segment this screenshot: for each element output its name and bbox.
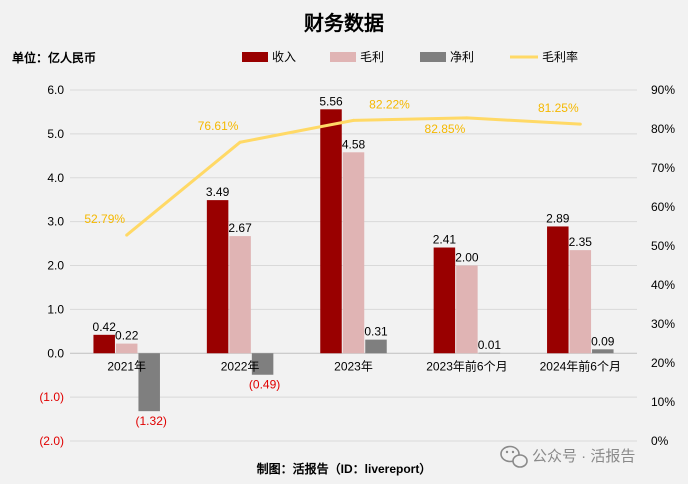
line-label-1: 76.61% (198, 119, 239, 133)
data-label-收入-0: 0.42 (93, 320, 117, 334)
data-label-收入-2: 5.56 (319, 94, 343, 108)
legend-item-毛利率: 毛利率 (510, 49, 578, 64)
right-tick-label: 50% (651, 239, 675, 253)
data-label-净利-2: 0.31 (364, 325, 388, 339)
left-tick-label: 1.0 (47, 302, 64, 316)
legend: 收入 毛利 净利 毛利率 (242, 49, 578, 64)
bar-净利-1 (251, 353, 274, 375)
line-point-2 (352, 118, 355, 122)
bar-毛利-2 (342, 152, 365, 354)
bar-收入-4 (547, 226, 569, 354)
watermark: 公众号 · 活报告 (500, 445, 635, 468)
margin-line (125, 116, 582, 237)
category-label: 2022年 (221, 359, 260, 373)
right-axis: 90% 80% 70% 60% 50% 40% 30% 20% 10% 0% (651, 83, 675, 448)
right-tick-label: 20% (651, 356, 675, 370)
line-label-3: 82.85% (425, 122, 466, 136)
line-point-3 (465, 116, 469, 120)
category-label: 2021年 (107, 359, 146, 373)
bar-毛利-3 (456, 265, 478, 354)
legend-label: 净利 (450, 50, 474, 64)
line-point-4 (578, 122, 582, 126)
chart-title: 财务数据 (304, 11, 384, 35)
category-label: 2023年前6个月 (426, 358, 507, 373)
legend-swatch (330, 52, 356, 62)
data-label-毛利-3: 2.00 (455, 251, 479, 265)
line-label-4: 81.25% (538, 101, 579, 115)
watermark-text: 公众号 · 活报告 (532, 448, 635, 465)
data-labels: 0.42 3.49 5.56 2.41 2.89 0.22 2.67 4.58 2.00 2.35… (84, 94, 614, 428)
line-label-0: 52.79% (84, 212, 125, 226)
data-label-净利-1: (0.49) (249, 378, 280, 392)
line-label-2: 82.22% (369, 97, 410, 111)
bar-收入-3 (433, 247, 456, 354)
legend-item-毛利: 毛利 (330, 50, 384, 64)
data-label-净利-0: (1.32) (136, 414, 167, 428)
data-label-毛利-1: 2.67 (228, 221, 252, 235)
left-tick-label: 6.0 (47, 83, 64, 97)
data-label-净利-3: 0.01 (478, 338, 502, 352)
unit-label: 单位：亿人民币 (12, 50, 96, 65)
legend-label: 毛利 (360, 50, 384, 64)
bar-净利-2 (365, 339, 387, 354)
left-tick-label: (1.0) (39, 390, 64, 404)
right-tick-label: 40% (651, 278, 675, 292)
right-tick-label: 30% (651, 317, 675, 331)
line-point-0 (125, 233, 129, 237)
left-tick-label: 4.0 (47, 171, 64, 185)
bar-毛利-0 (115, 343, 138, 354)
data-label-毛利-2: 4.58 (342, 137, 366, 151)
legend-swatch (420, 52, 446, 62)
data-label-毛利-0: 0.22 (115, 329, 139, 343)
bar-收入-1 (206, 200, 229, 354)
wechat-icon (500, 445, 528, 468)
right-tick-label: 10% (651, 395, 675, 409)
legend-item-净利: 净利 (420, 50, 474, 64)
bar-收入-0 (93, 334, 115, 354)
right-tick-label: 70% (651, 161, 675, 175)
category-labels: 2021年 2022年 2023年 2023年前6个月 2024年前6个月 (107, 358, 621, 373)
data-label-收入-3: 2.41 (433, 233, 457, 247)
legend-label: 收入 (272, 50, 296, 64)
right-tick-label: 60% (651, 200, 675, 214)
legend-swatch (242, 52, 268, 62)
chart-credit: 制图：活报告（ID：livereport） (257, 461, 432, 476)
right-tick-label: 90% (651, 83, 675, 97)
left-axis: 6.0 5.0 4.0 3.0 2.0 1.0 0.0 (1.0) (2.0) (39, 83, 64, 448)
bar-净利-4 (592, 349, 614, 354)
left-tick-label: 2.0 (47, 259, 64, 273)
bar-收入-2 (320, 109, 342, 354)
data-label-毛利-4: 2.35 (569, 235, 593, 249)
category-label: 2024年前6个月 (540, 358, 621, 373)
left-tick-label: 0.0 (47, 346, 64, 360)
bar-净利-0 (138, 353, 160, 412)
legend-label: 毛利率 (542, 49, 578, 64)
bar-毛利-1 (229, 236, 251, 354)
category-label: 2023年 (334, 359, 373, 373)
data-label-收入-4: 2.89 (546, 211, 570, 225)
data-label-收入-1: 3.49 (206, 185, 230, 199)
data-label-净利-4: 0.09 (591, 334, 615, 348)
bar-毛利-4 (569, 250, 592, 354)
right-tick-label: 0% (651, 434, 669, 448)
line-point-1 (238, 140, 242, 144)
right-tick-label: 80% (651, 122, 675, 136)
left-tick-label: 3.0 (47, 215, 64, 229)
left-tick-label: 5.0 (47, 127, 64, 141)
legend-item-收入: 收入 (242, 50, 296, 64)
bars (93, 109, 614, 412)
left-tick-label: (2.0) (39, 434, 64, 448)
